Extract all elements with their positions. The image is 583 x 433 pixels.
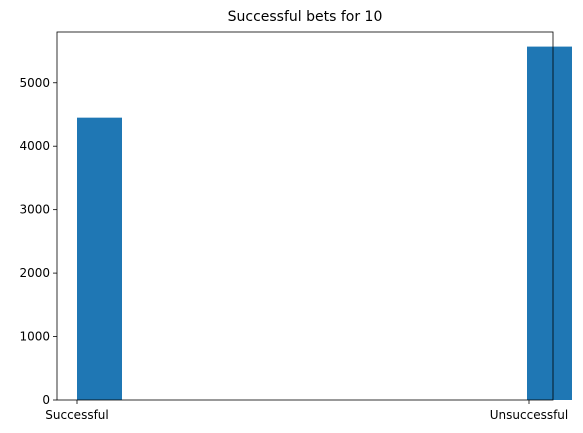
bar-successful bbox=[77, 117, 122, 400]
x-tick-label: Successful bbox=[45, 408, 108, 422]
y-tick-label: 3000 bbox=[19, 203, 50, 217]
x-axis: Successful Unsuccessful bbox=[45, 400, 568, 422]
bar-unsuccessful bbox=[527, 46, 572, 400]
y-tick-label: 2000 bbox=[19, 266, 50, 280]
x-tick-label: Unsuccessful bbox=[490, 408, 569, 422]
y-tick-label: 0 bbox=[42, 393, 50, 407]
y-tick-label: 1000 bbox=[19, 330, 50, 344]
y-tick-label: 5000 bbox=[19, 76, 50, 90]
y-axis: 0 1000 2000 3000 4000 5000 bbox=[19, 76, 57, 407]
bars-group bbox=[77, 46, 572, 400]
chart-title: Successful bets for 10 bbox=[228, 9, 383, 25]
plot-frame bbox=[56, 31, 554, 401]
y-tick-label: 4000 bbox=[19, 139, 50, 153]
